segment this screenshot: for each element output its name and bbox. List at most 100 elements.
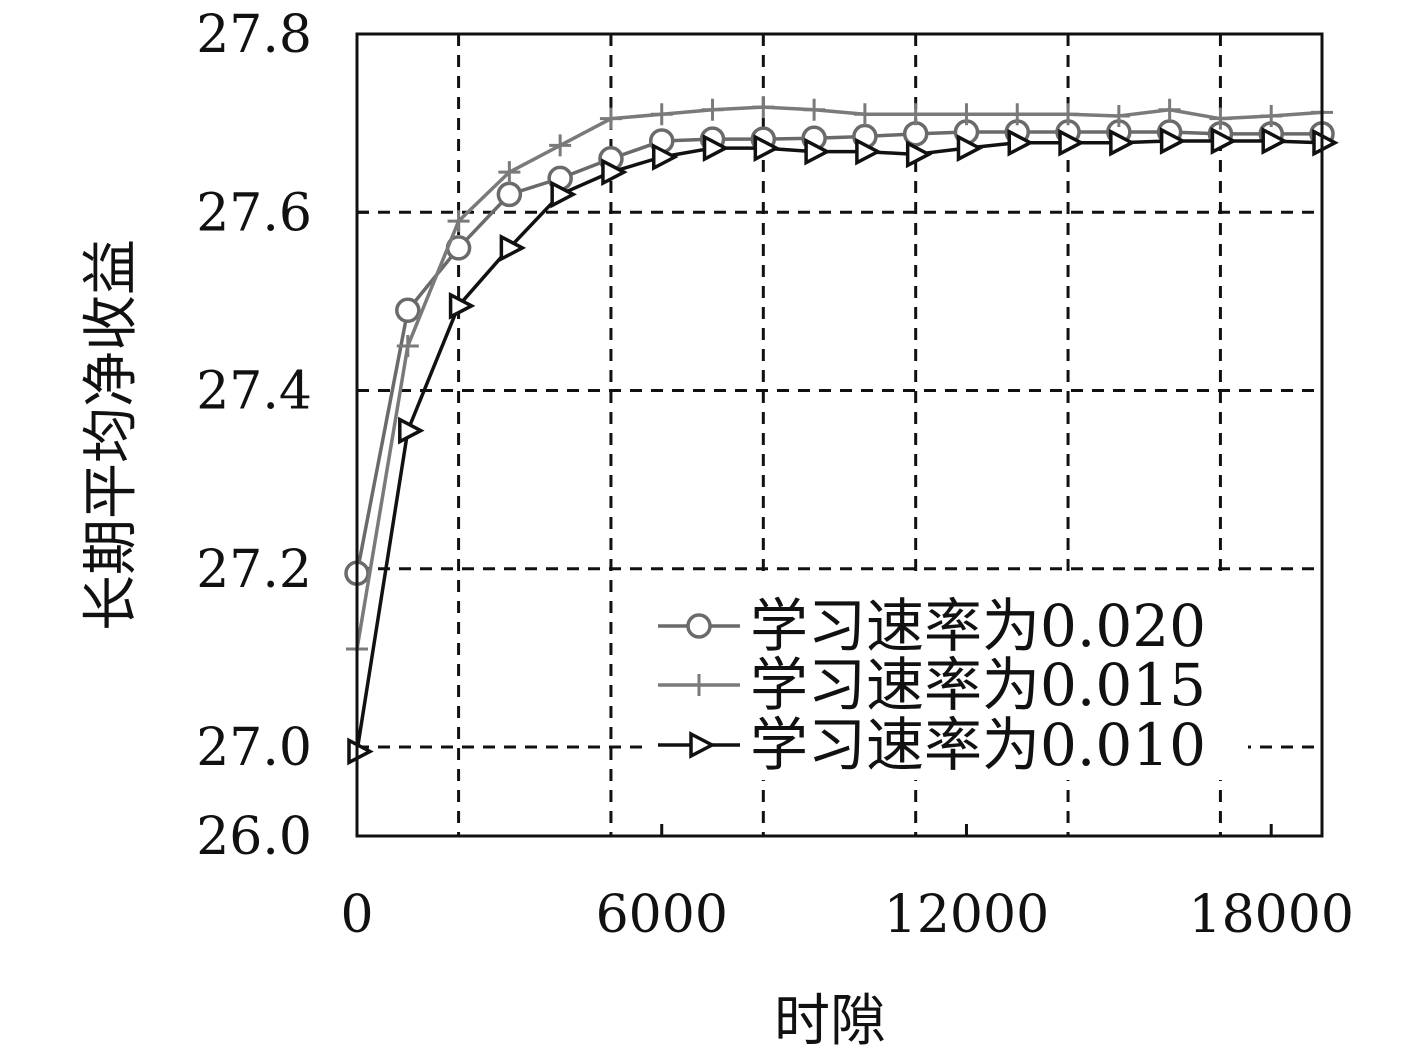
triangle-marker bbox=[1159, 127, 1187, 155]
plus-marker bbox=[955, 103, 978, 126]
plus-marker bbox=[549, 134, 572, 157]
plus-marker bbox=[752, 96, 775, 119]
triangle-marker bbox=[689, 731, 716, 759]
x-tick-label: 0 bbox=[340, 885, 373, 945]
data-point bbox=[752, 96, 775, 119]
plus-marker bbox=[701, 98, 724, 121]
plus-marker bbox=[1107, 104, 1130, 127]
plot-frame bbox=[355, 32, 1324, 838]
data-point bbox=[1058, 128, 1085, 157]
triangle-marker bbox=[804, 137, 831, 166]
data-point bbox=[956, 134, 984, 162]
legend-entry: 学习速率为0.015 bbox=[658, 651, 1206, 719]
data-point bbox=[904, 103, 927, 126]
data-point bbox=[804, 137, 831, 166]
plus-marker bbox=[1260, 104, 1283, 127]
data-point bbox=[701, 98, 724, 121]
triangle-marker bbox=[499, 234, 527, 262]
legend-label: 学习速率为0.010 bbox=[750, 711, 1206, 779]
data-point bbox=[651, 143, 679, 171]
data-point bbox=[1057, 103, 1080, 126]
plus-marker bbox=[803, 98, 826, 121]
triangle-marker bbox=[550, 180, 577, 209]
triangle-marker bbox=[1007, 128, 1035, 157]
legend-label: 学习速率为0.020 bbox=[750, 592, 1206, 660]
legend-label: 学习速率为0.015 bbox=[750, 651, 1206, 719]
legend-entry: 学习速率为0.010 bbox=[658, 711, 1206, 779]
series-1 bbox=[344, 119, 1335, 586]
triangle-marker bbox=[1109, 128, 1136, 157]
y-tick-label: 27.6 bbox=[196, 183, 312, 243]
data-point bbox=[905, 140, 933, 169]
x-tick-label: 6000 bbox=[596, 885, 728, 945]
data-point bbox=[447, 210, 470, 233]
series-layer bbox=[344, 96, 1339, 766]
y-tick-label: 27.4 bbox=[196, 362, 312, 422]
x-tick-label: 18000 bbox=[1188, 885, 1353, 945]
y-tick-label: 27.2 bbox=[196, 540, 312, 600]
triangle-marker bbox=[1261, 127, 1288, 155]
triangle-marker bbox=[398, 416, 425, 445]
data-point bbox=[498, 161, 521, 184]
triangle-marker bbox=[347, 737, 374, 766]
data-point bbox=[1261, 127, 1288, 155]
triangle-marker bbox=[448, 291, 476, 320]
plus-marker bbox=[447, 210, 470, 233]
legend-marker bbox=[688, 674, 710, 696]
x-axis-title: 时隙 bbox=[774, 989, 886, 1054]
data-point bbox=[1109, 128, 1136, 157]
circle-marker bbox=[395, 297, 421, 324]
plus-marker bbox=[853, 103, 876, 126]
circle-marker bbox=[496, 181, 523, 208]
y-tick-label: 27.8 bbox=[196, 5, 312, 65]
data-point bbox=[702, 134, 730, 162]
plus-marker bbox=[396, 334, 419, 357]
series-2 bbox=[346, 96, 1333, 660]
y-axis-ticks: 26.0 27.0 27.2 27.4 27.6 27.8 bbox=[196, 5, 369, 867]
data-point bbox=[650, 103, 673, 126]
legend-entry: 学习速率为0.020 bbox=[658, 592, 1206, 660]
data-point bbox=[549, 134, 572, 157]
y-tick-label: 26.0 bbox=[196, 807, 312, 867]
data-point bbox=[448, 291, 476, 320]
plus-marker bbox=[650, 103, 673, 126]
data-point bbox=[1107, 104, 1130, 127]
data-point bbox=[599, 107, 622, 130]
data-point bbox=[499, 234, 527, 262]
data-point bbox=[395, 297, 421, 324]
triangle-marker bbox=[1058, 128, 1085, 157]
plus-marker bbox=[498, 161, 521, 184]
triangle-marker bbox=[601, 158, 628, 187]
data-point bbox=[347, 737, 374, 766]
triangle-marker bbox=[702, 134, 730, 162]
data-point bbox=[496, 181, 523, 208]
triangle-marker bbox=[1312, 128, 1339, 157]
x-tick-label: 12000 bbox=[884, 885, 1049, 945]
series-3 bbox=[347, 127, 1339, 766]
plus-marker bbox=[1209, 107, 1232, 130]
y-tick-label: 27.0 bbox=[196, 718, 312, 778]
plus-marker bbox=[904, 103, 927, 126]
y-axis-title: 长期平均净收益 bbox=[79, 239, 144, 631]
data-point bbox=[855, 137, 882, 166]
data-point bbox=[550, 180, 577, 209]
data-point bbox=[753, 134, 781, 162]
data-point bbox=[1006, 103, 1029, 126]
data-point bbox=[803, 98, 826, 121]
triangle-marker bbox=[956, 134, 984, 162]
data-point bbox=[955, 103, 978, 126]
plus-marker bbox=[1158, 98, 1181, 121]
legend-marker bbox=[686, 613, 712, 639]
triangle-marker bbox=[855, 137, 882, 166]
plus-marker bbox=[1006, 103, 1029, 126]
data-point bbox=[1007, 128, 1035, 157]
legend-marker bbox=[689, 731, 716, 759]
data-point bbox=[1209, 107, 1232, 130]
data-point bbox=[601, 158, 628, 187]
triangle-marker bbox=[651, 143, 679, 171]
plus-marker bbox=[1057, 103, 1080, 126]
circle-marker bbox=[686, 613, 712, 639]
triangle-marker bbox=[753, 134, 781, 162]
